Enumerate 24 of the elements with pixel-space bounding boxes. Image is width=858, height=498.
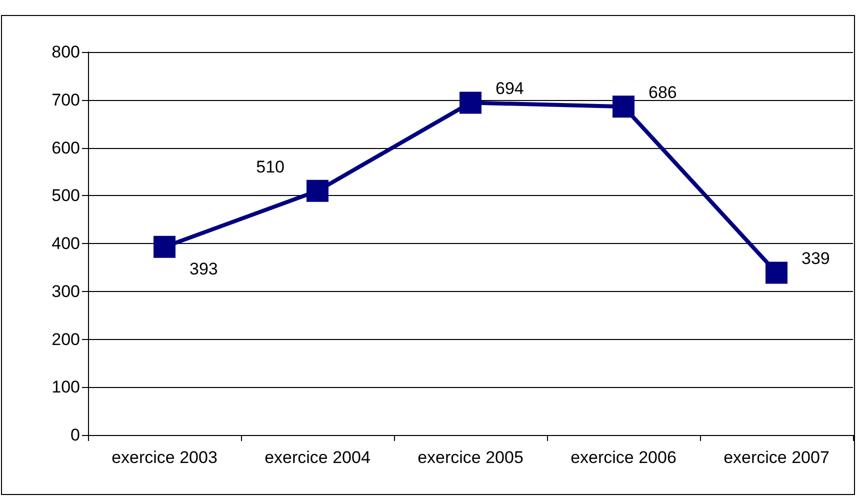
y-tick-label: 200 xyxy=(52,330,80,349)
y-tick-label: 300 xyxy=(52,282,80,301)
x-tick-label: exercice 2005 xyxy=(418,448,524,467)
x-tick-label: exercice 2004 xyxy=(264,448,370,467)
data-label: 393 xyxy=(190,259,218,278)
data-label: 686 xyxy=(648,83,677,102)
y-tick-label: 800 xyxy=(52,42,80,62)
y-tick-label: 100 xyxy=(52,378,80,397)
data-label: 339 xyxy=(802,249,830,268)
y-tick-label: 600 xyxy=(52,138,80,158)
x-tick-label: exercice 2003 xyxy=(112,448,218,467)
y-tick-label: 400 xyxy=(52,234,80,253)
point xyxy=(306,180,328,202)
point xyxy=(766,262,788,284)
x-tick-label: exercice 2006 xyxy=(570,448,676,467)
point xyxy=(154,236,176,258)
y-tick-label: 0 xyxy=(70,426,80,444)
point xyxy=(612,96,634,118)
x-tick-label: exercice 2007 xyxy=(724,448,830,467)
data-label: 694 xyxy=(496,79,524,98)
data-label: 510 xyxy=(256,157,284,176)
y-tick-label: 700 xyxy=(52,90,80,110)
point xyxy=(460,92,482,114)
y-tick-label: 500 xyxy=(52,186,80,206)
